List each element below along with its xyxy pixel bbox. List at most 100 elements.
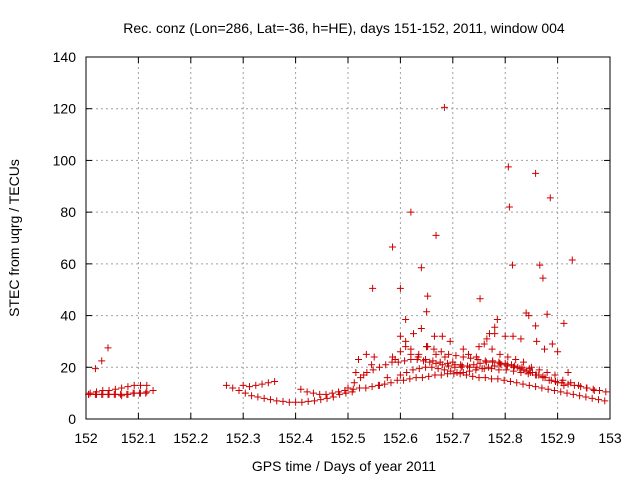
- data-point: [440, 366, 448, 374]
- data-point: [480, 340, 488, 348]
- data-point: [396, 371, 404, 379]
- data-point: [517, 368, 525, 376]
- data-point: [533, 337, 541, 345]
- data-point: [547, 376, 555, 384]
- data-point: [407, 208, 415, 216]
- data-point: [369, 284, 377, 292]
- data-point: [383, 374, 391, 382]
- data-point: [352, 368, 360, 376]
- data-point: [350, 379, 358, 387]
- data-point: [222, 381, 230, 389]
- data-point: [118, 392, 126, 400]
- data-point: [601, 397, 609, 405]
- data-point: [149, 387, 157, 395]
- data-point: [473, 363, 481, 371]
- data-point: [316, 390, 324, 398]
- data-point: [506, 378, 514, 386]
- data-point: [594, 396, 602, 404]
- data-point: [123, 390, 131, 398]
- data-point: [104, 390, 112, 398]
- x-tick-label: 152: [74, 430, 98, 446]
- data-point: [447, 367, 455, 375]
- data-point: [488, 365, 496, 373]
- data-point: [497, 361, 505, 369]
- data-point: [407, 345, 415, 353]
- data-point: [402, 315, 410, 323]
- data-point: [476, 359, 484, 367]
- data-point: [484, 363, 492, 371]
- data-point: [422, 356, 430, 364]
- data-point: [513, 379, 521, 387]
- data-point: [245, 383, 253, 391]
- data-point: [494, 375, 502, 383]
- x-tick-label: 152.2: [173, 430, 208, 446]
- data-point: [512, 356, 520, 364]
- data-point: [560, 381, 568, 389]
- data-point: [544, 385, 552, 393]
- data-point: [444, 359, 452, 367]
- data-point: [480, 365, 488, 373]
- x-tick-label: 152.5: [330, 430, 365, 446]
- data-point: [349, 385, 357, 393]
- y-tick-label: 40: [60, 308, 76, 324]
- data-point: [130, 381, 138, 389]
- data-point: [564, 368, 572, 376]
- data-point: [396, 348, 404, 356]
- data-point: [475, 374, 483, 382]
- data-point: [488, 345, 496, 353]
- data-point: [551, 371, 559, 379]
- data-point: [381, 380, 389, 388]
- data-point: [582, 393, 590, 401]
- data-point: [548, 340, 556, 348]
- x-tick-label: 152.7: [435, 430, 470, 446]
- data-point: [472, 353, 480, 361]
- data-point: [129, 389, 137, 397]
- data-point: [440, 103, 448, 111]
- data-point: [430, 332, 438, 340]
- data-point: [459, 345, 467, 353]
- data-point: [467, 354, 475, 362]
- data-point: [446, 337, 454, 345]
- data-point: [235, 387, 243, 395]
- y-tick-label: 120: [53, 101, 77, 117]
- data-point: [518, 363, 526, 371]
- data-point: [375, 363, 383, 371]
- data-point: [520, 358, 528, 366]
- data-point: [401, 357, 409, 365]
- y-tick-label: 20: [60, 359, 76, 375]
- data-point: [481, 357, 489, 365]
- data-point: [417, 264, 425, 272]
- data-point: [491, 323, 499, 331]
- data-point: [504, 353, 512, 361]
- data-point: [465, 350, 473, 358]
- data-point: [382, 361, 390, 369]
- data-point: [396, 332, 404, 340]
- data-point: [410, 330, 417, 338]
- data-point: [453, 368, 461, 376]
- data-point: [504, 163, 512, 171]
- data-point: [525, 381, 533, 389]
- data-point: [476, 295, 484, 303]
- data-point: [432, 350, 440, 358]
- data-point: [91, 390, 99, 398]
- data-point: [457, 361, 465, 369]
- data-point: [135, 389, 143, 397]
- data-point: [426, 358, 434, 366]
- data-point: [431, 371, 439, 379]
- data-point: [532, 322, 540, 330]
- data-point: [264, 379, 272, 387]
- x-tick-label: 152.1: [121, 430, 156, 446]
- data-point: [143, 388, 151, 396]
- data-point: [415, 350, 423, 358]
- data-point: [403, 368, 411, 376]
- data-point: [488, 375, 496, 383]
- data-point: [389, 353, 397, 361]
- data-point: [590, 387, 598, 395]
- data-point: [412, 374, 420, 382]
- data-point: [362, 350, 370, 358]
- data-point: [356, 384, 364, 392]
- data-point: [452, 352, 460, 360]
- data-point: [524, 370, 532, 378]
- data-point: [589, 385, 597, 393]
